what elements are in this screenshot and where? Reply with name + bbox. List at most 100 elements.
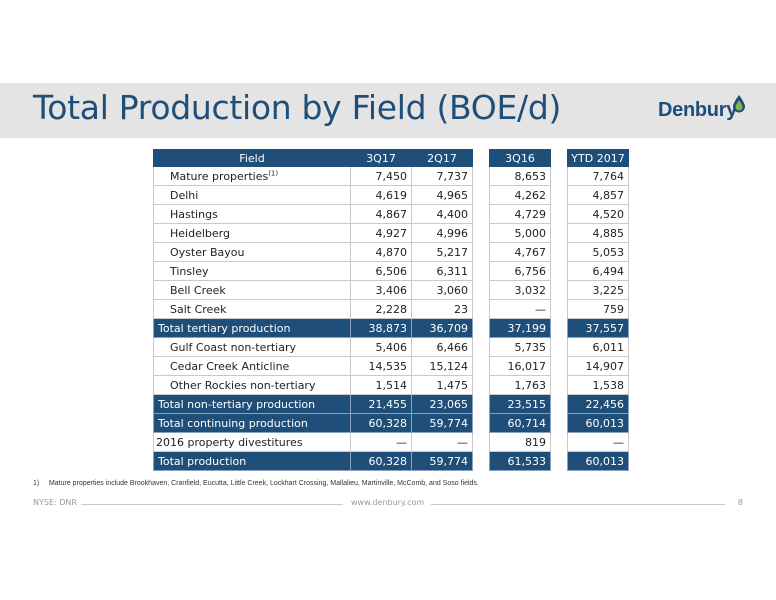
- footer-divider-right: [431, 504, 725, 505]
- page-number: 8: [737, 498, 743, 507]
- footnote: 1) Mature properties include Brookhaven,…: [33, 480, 479, 487]
- column-gap: [550, 242, 568, 262]
- value-3q17: 38,873: [350, 318, 412, 338]
- value-2q17: 1,475: [411, 375, 473, 395]
- column-gap: [472, 413, 490, 433]
- value-3q16: 23,515: [489, 394, 551, 414]
- footer-ticker: NYSE: DNR: [33, 498, 77, 507]
- column-gap: [472, 166, 490, 186]
- row-label: 2016 property divestitures: [153, 432, 351, 452]
- row-label-text: Gulf Coast non-tertiary: [170, 340, 297, 354]
- row-label: Delhi: [153, 185, 351, 205]
- value-2q17: 4,965: [411, 185, 473, 205]
- value-3q17: 7,450: [350, 166, 412, 186]
- value-2q17: 23: [411, 299, 473, 319]
- value-2q17: 15,124: [411, 356, 473, 376]
- row-label-text: Total continuing production: [158, 416, 308, 430]
- column-gap: [550, 394, 568, 414]
- column-gap: [472, 280, 490, 300]
- value-2q17: 23,065: [411, 394, 473, 414]
- value-ytd2017: 14,907: [567, 356, 629, 376]
- value-2q17: 36,709: [411, 318, 473, 338]
- header-3q16: 3Q16: [489, 149, 551, 167]
- value-3q16: 819: [489, 432, 551, 452]
- row-label: Oyster Bayou: [153, 242, 351, 262]
- column-gap: [472, 204, 490, 224]
- value-2q17: 4,400: [411, 204, 473, 224]
- row-label-text: Hastings: [170, 207, 218, 221]
- column-gap: [472, 375, 490, 395]
- value-3q16: 16,017: [489, 356, 551, 376]
- row-label-text: Oyster Bayou: [170, 245, 245, 259]
- value-3q16: 8,653: [489, 166, 551, 186]
- footnote-ref: (1): [268, 168, 279, 177]
- footnote-text: Mature properties include Brookhaven, Cr…: [48, 480, 479, 487]
- table-row: Cedar Creek Anticline 14,535 15,124 16,017 1…: [153, 356, 629, 376]
- value-2q17: 5,217: [411, 242, 473, 262]
- oil-drop-icon: [733, 95, 745, 113]
- page-title: Total Production by Field (BOE/d): [33, 88, 562, 127]
- value-2q17: —: [411, 432, 473, 452]
- column-gap: [472, 299, 490, 319]
- column-gap: [550, 356, 568, 376]
- row-label-text: Mature properties: [170, 169, 269, 183]
- value-ytd2017: —: [567, 432, 629, 452]
- value-3q17: 21,455: [350, 394, 412, 414]
- header-3q17: 3Q17: [350, 149, 412, 167]
- value-ytd2017: 3,225: [567, 280, 629, 300]
- table-row: Bell Creek 3,406 3,060 3,032 3,225: [153, 280, 629, 300]
- column-gap: [550, 337, 568, 357]
- total-row: Total continuing production 60,328 59,774 6…: [153, 413, 629, 433]
- column-gap: [550, 280, 568, 300]
- value-2q17: 3,060: [411, 280, 473, 300]
- row-label: Heidelberg: [153, 223, 351, 243]
- column-gap: [550, 318, 568, 338]
- column-gap: [550, 299, 568, 319]
- value-3q17: 4,870: [350, 242, 412, 262]
- column-gap: [550, 375, 568, 395]
- table-row: Mature properties(1) 7,450 7,737 8,653 7,764: [153, 166, 629, 186]
- column-gap: [472, 223, 490, 243]
- row-label-text: Bell Creek: [170, 283, 226, 297]
- row-label: Total non-tertiary production: [153, 394, 351, 414]
- value-3q16: —: [489, 299, 551, 319]
- value-3q17: 4,927: [350, 223, 412, 243]
- row-label: Bell Creek: [153, 280, 351, 300]
- row-label-text: Delhi: [170, 188, 199, 202]
- value-ytd2017: 37,557: [567, 318, 629, 338]
- row-label-text: Tinsley: [170, 264, 209, 278]
- value-ytd2017: 4,520: [567, 204, 629, 224]
- value-3q16: 4,262: [489, 185, 551, 205]
- row-label-text: 2016 property divestitures: [156, 435, 303, 449]
- row-label: Hastings: [153, 204, 351, 224]
- value-2q17: 7,737: [411, 166, 473, 186]
- column-gap: [550, 432, 568, 452]
- value-ytd2017: 5,053: [567, 242, 629, 262]
- row-label: Other Rockies non-tertiary: [153, 375, 351, 395]
- column-gap: [550, 413, 568, 433]
- column-gap: [550, 451, 568, 471]
- value-ytd2017: 6,494: [567, 261, 629, 281]
- production-table: Field 3Q17 2Q17 3Q16 YTD 2017 Mature properti…: [153, 149, 629, 471]
- row-label-text: Cedar Creek Anticline: [170, 359, 290, 373]
- value-ytd2017: 22,456: [567, 394, 629, 414]
- value-ytd2017: 4,885: [567, 223, 629, 243]
- table-row: Tinsley 6,506 6,311 6,756 6,494: [153, 261, 629, 281]
- value-ytd2017: 4,857: [567, 185, 629, 205]
- column-gap: [550, 261, 568, 281]
- row-label-text: Heidelberg: [170, 226, 230, 240]
- value-3q16: 6,756: [489, 261, 551, 281]
- value-3q16: 60,714: [489, 413, 551, 433]
- value-3q16: 5,000: [489, 223, 551, 243]
- value-3q17: —: [350, 432, 412, 452]
- value-ytd2017: 60,013: [567, 451, 629, 471]
- row-label-text: Total tertiary production: [158, 321, 291, 335]
- value-3q17: 60,328: [350, 451, 412, 471]
- value-3q17: 4,867: [350, 204, 412, 224]
- footnote-number: 1): [33, 480, 40, 487]
- logo-text: Denbury: [658, 99, 738, 121]
- column-gap: [472, 337, 490, 357]
- table-row: Other Rockies non-tertiary 1,514 1,475 1,76…: [153, 375, 629, 395]
- value-3q16: 4,729: [489, 204, 551, 224]
- title-band: [0, 83, 776, 138]
